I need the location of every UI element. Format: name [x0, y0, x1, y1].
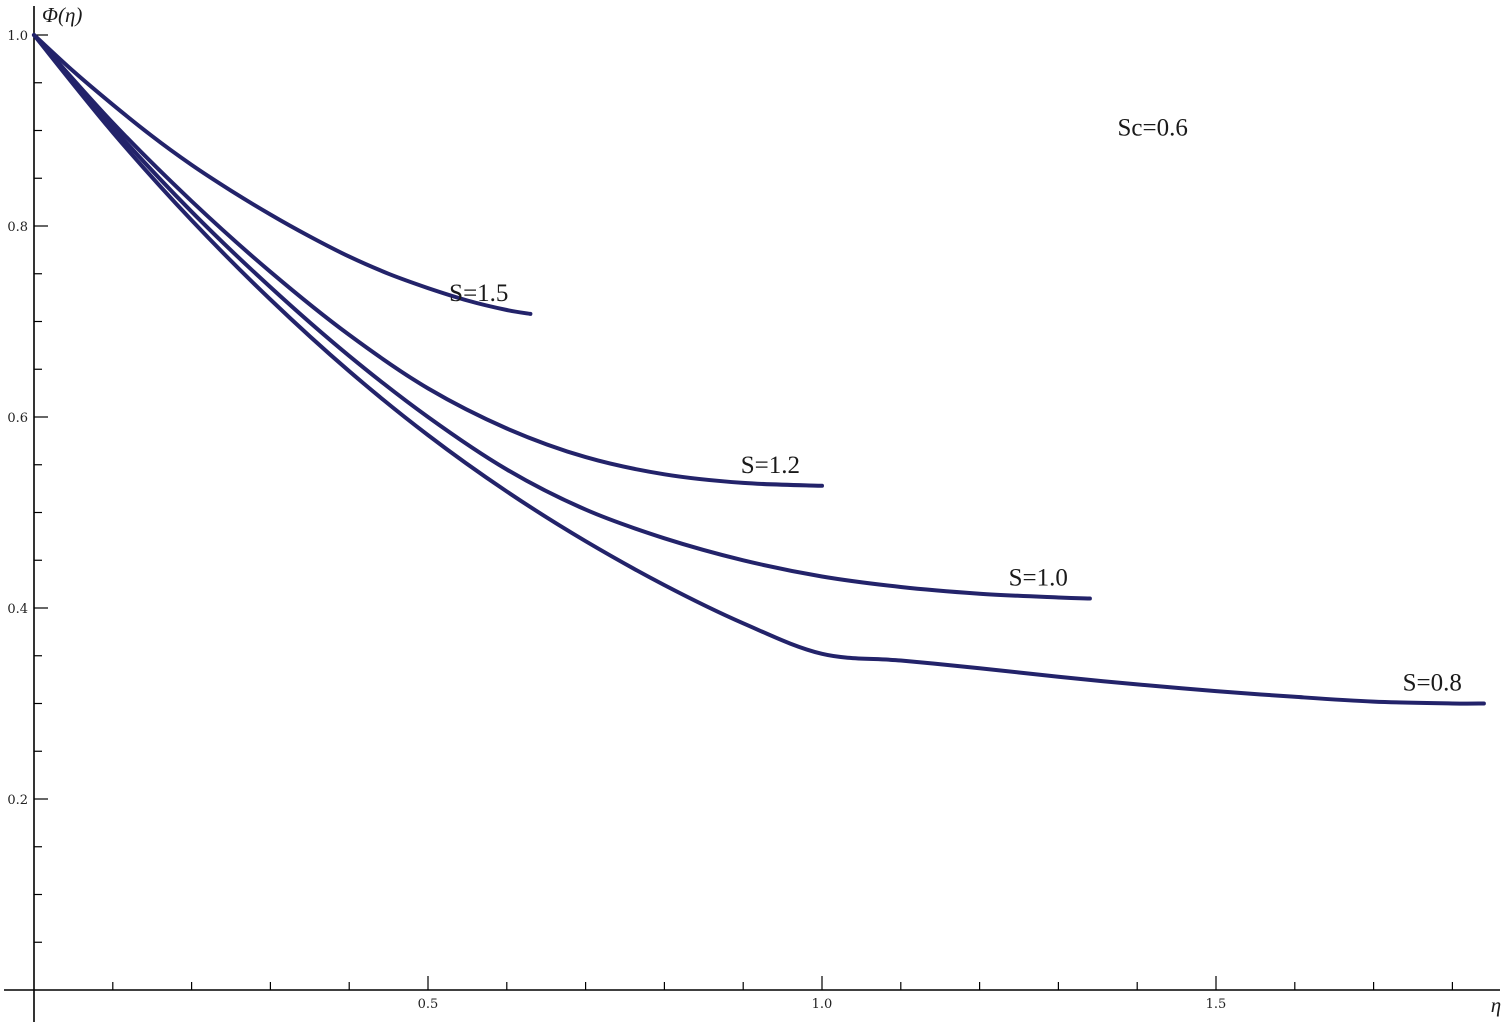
curves: [32, 33, 1486, 706]
y-tick-label: 0.4: [7, 602, 28, 617]
series-label: S=0.8: [1403, 670, 1462, 697]
series-label: S=1.5: [449, 280, 508, 307]
curve-series: [32, 33, 1486, 706]
x-tick-label: 1.0: [812, 997, 833, 1012]
y-axis-title: Φ(η): [42, 3, 82, 27]
y-tick-label: 0.2: [7, 793, 28, 808]
labels: Φ(η) η S=1.5 S=1.2 S=1.0 S=0.8 Sc=0.6: [42, 3, 1501, 1017]
curve-series: [32, 33, 824, 488]
axes: 0.5 1.0 1.5 0.2 0.4 0.6 0.8 1.0: [4, 6, 1500, 1022]
series-label: S=1.0: [1009, 564, 1068, 591]
curve-series: [32, 33, 533, 316]
y-tick-label: 1.0: [7, 29, 28, 44]
x-tick-label: 0.5: [418, 997, 439, 1012]
y-tick-label: 0.8: [7, 220, 28, 235]
x-axis-title: η: [1491, 993, 1501, 1017]
curve-series: [32, 33, 1092, 601]
x-tick-label: 1.5: [1206, 997, 1227, 1012]
series-label: S=1.2: [741, 452, 800, 479]
parameter-annotation: Sc=0.6: [1118, 114, 1188, 141]
y-tick-label: 0.6: [7, 411, 28, 426]
